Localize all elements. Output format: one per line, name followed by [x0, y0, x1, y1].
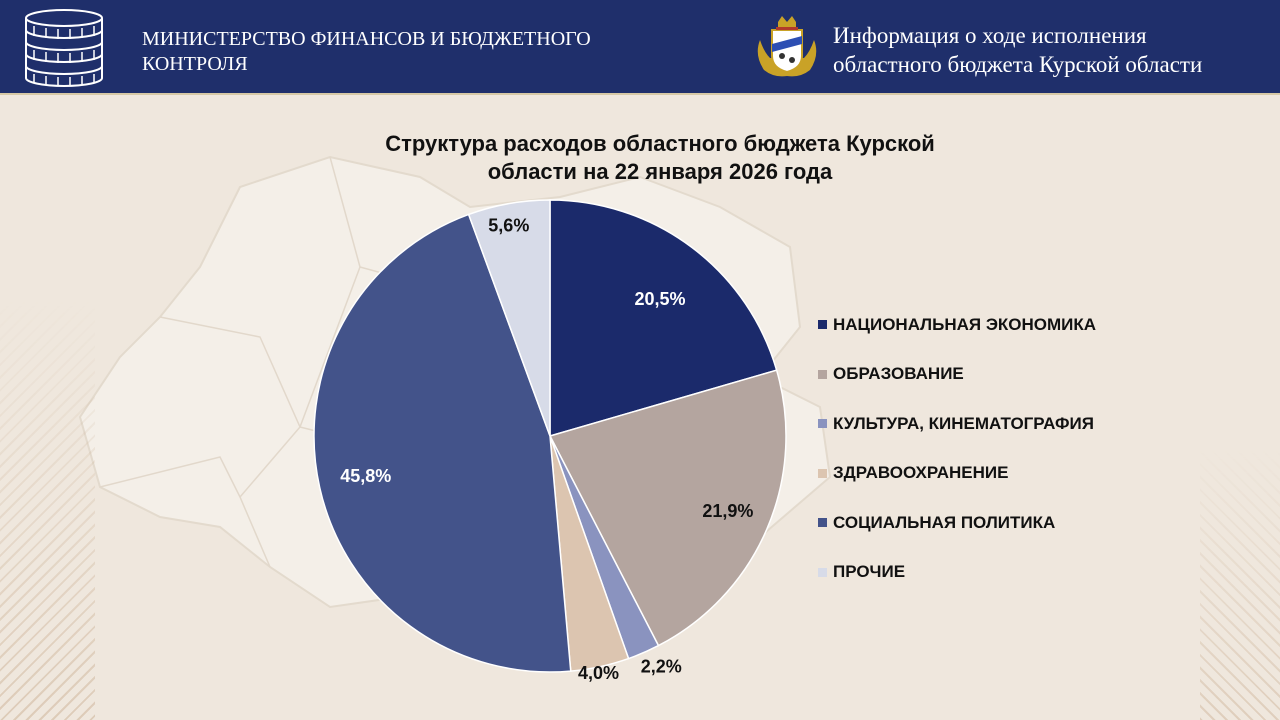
pie-slice [467, 199, 551, 437]
header-bar: МИНИСТЕРСТВО ФИНАНСОВ И БЮДЖЕТНОГО КОНТР… [0, 0, 1280, 95]
legend-swatch [818, 320, 827, 330]
legend-swatch [818, 419, 827, 429]
chart-title: Структура расходов областного бюджета Ку… [385, 131, 935, 184]
legend-item: ОБРАЗОВАНИЕ [818, 350, 1258, 400]
decorative-stripes-left [0, 300, 95, 720]
info-title: Информация о ходе исполнения областного … [833, 23, 1203, 77]
slice-data-label: 4,0% [578, 663, 619, 683]
legend-label: ПРОЧИЕ [833, 562, 906, 582]
legend-swatch [818, 369, 827, 379]
slice-data-label: 21,9% [702, 501, 753, 521]
legend-swatch [818, 468, 827, 478]
slice-data-label: 5,6% [488, 216, 529, 236]
legend-label: СОЦИАЛЬНАЯ ПОЛИТИКА [833, 512, 1056, 532]
legend-label: НАЦИОНАЛЬНАЯ ЭКОНОМИКА [833, 314, 1097, 334]
legend-item: ЗДРАВООХРАНЕНИЕ [818, 449, 1258, 499]
pie-slice [549, 199, 778, 437]
pie-slice [548, 369, 787, 647]
decorative-stripes-right [1200, 450, 1280, 720]
slice-data-label: 20,5% [634, 289, 685, 309]
chart-legend: НАЦИОНАЛЬНАЯ ЭКОНОМИКА ОБРАЗОВАНИЕ КУЛЬТУР… [818, 300, 1258, 597]
legend-item: НАЦИОНАЛЬНАЯ ЭКОНОМИКА [818, 300, 1258, 350]
coin-stack-icon [25, 9, 103, 87]
slice-data-label: 2,2% [641, 657, 682, 677]
slice-data-label: 45,8% [340, 466, 391, 486]
legend-item: КУЛЬТУРА, КИНЕМАТОГРАФИЯ [818, 399, 1258, 449]
legend-label: ОБРАЗОВАНИЕ [833, 364, 964, 384]
legend-swatch [818, 518, 827, 528]
legend-item: СОЦИАЛЬНАЯ ПОЛИТИКА [818, 498, 1258, 548]
legend-label: КУЛЬТУРА, КИНЕМАТОГРАФИЯ [833, 413, 1094, 433]
kursk-coat-of-arms-icon [757, 16, 817, 77]
ministry-title: МИНИСТЕРСТВО ФИНАНСОВ И БЮДЖЕТНОГО КОНТР… [142, 28, 591, 75]
pie-slice [313, 213, 572, 673]
legend-label: ЗДРАВООХРАНЕНИЕ [833, 463, 1009, 483]
legend-item: ПРОЧИЕ [818, 548, 1258, 598]
legend-swatch [818, 567, 827, 577]
